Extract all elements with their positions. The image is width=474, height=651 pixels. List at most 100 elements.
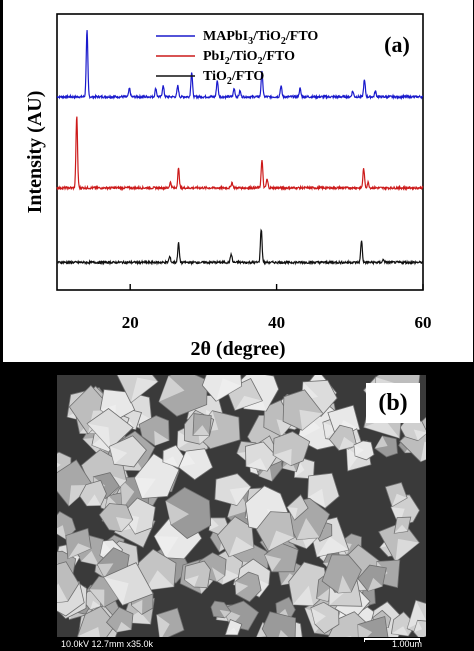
crystal-facet	[178, 451, 196, 468]
legend: MAPbI3/TiO2/FTO PbI2/TiO2/FTO TiO2/FTO	[156, 29, 318, 87]
crystal-facet	[131, 599, 143, 615]
crystal-facet	[57, 583, 68, 603]
crystal-facet	[264, 554, 282, 572]
crystal-grain	[353, 440, 375, 461]
legend-label-1: PbI2/TiO2/FTO	[203, 49, 295, 67]
x-tick-label-0: 20	[122, 313, 139, 332]
sem-micrograph-image	[57, 375, 426, 637]
crystal-facet	[357, 624, 373, 637]
legend-label-2: TiO2/FTO	[203, 69, 264, 87]
crystal-facet	[165, 501, 189, 525]
crystal-facet	[316, 588, 330, 602]
crystal-facet	[346, 447, 359, 471]
crystal-facet	[367, 577, 383, 592]
crystal-facet	[394, 524, 408, 534]
xrd-chart-panel: 20 40 60 Intensity (AU) 2θ (degree) MAPbI3…	[3, 0, 473, 362]
crystal-facet	[103, 577, 129, 606]
series-line-2	[56, 228, 424, 266]
crystal-facet	[392, 493, 408, 507]
crystal-facet	[156, 614, 170, 637]
crystal-facet	[209, 517, 219, 531]
crystal-facet	[234, 395, 263, 411]
xrd-chart: 20 40 60 Intensity (AU) 2θ (degree) MAPbI3…	[24, 13, 432, 360]
legend-label-0: MAPbI3/TiO2/FTO	[203, 29, 318, 47]
crystal-facet	[120, 478, 135, 510]
crystal-facet	[154, 430, 170, 446]
crystal-facet	[99, 541, 112, 556]
crystal-facet	[222, 569, 241, 585]
crystal-facet	[225, 627, 238, 635]
crystal-facet	[67, 543, 92, 559]
crystal-facet	[57, 525, 67, 540]
crystal-facet	[413, 429, 426, 441]
x-tick-label-2: 60	[415, 313, 432, 332]
series-line-0	[56, 30, 424, 101]
crystal-facet	[134, 477, 156, 499]
y-axis-title: Intensity (AU)	[24, 91, 46, 214]
crystal-facet	[211, 567, 225, 582]
crystal-facet	[162, 456, 179, 468]
crystal-facet	[116, 517, 133, 532]
crystal-facet	[81, 550, 99, 566]
crystal-facet	[338, 436, 357, 451]
crystal-facet	[219, 609, 231, 618]
crystal-facet	[268, 530, 295, 551]
crystal-grain	[261, 611, 297, 637]
crystal-grain	[192, 413, 212, 436]
crystal-grain	[224, 618, 243, 636]
plot-frame	[56, 13, 424, 291]
crystal-facet	[245, 458, 268, 472]
crystal-facet	[86, 494, 101, 506]
sem-acquisition-info: 10.0kV 12.7mm x35.0k	[61, 639, 154, 649]
crystal-grain	[86, 408, 134, 450]
crystal-facet	[97, 563, 114, 578]
crystal-facet	[89, 589, 105, 608]
crystal-grain	[165, 486, 212, 539]
crystal-facet	[310, 607, 326, 625]
crystal-facet	[316, 536, 349, 557]
panel-a-label-box	[375, 28, 419, 60]
scale-bar-label: 1.00um	[391, 639, 422, 649]
crystal-facet	[287, 507, 298, 521]
crystal-facet	[154, 536, 179, 558]
crystal-facet	[256, 622, 267, 637]
crystal-facet	[296, 518, 320, 540]
crystal-grain	[57, 459, 94, 507]
crystal-facet	[338, 575, 352, 593]
crystal-facet	[322, 422, 339, 439]
crystal-facet	[395, 538, 420, 562]
crystal-facet	[299, 409, 323, 431]
crystal-facet	[346, 636, 352, 637]
sem-micrograph-panel: (b) 10.0kV 12.7mm x35.0k 1.00um	[57, 375, 426, 651]
x-tick-label-1: 40	[268, 313, 285, 332]
panel-b-label: (b)	[366, 383, 420, 423]
crystal-grain	[79, 479, 107, 507]
crystal-facet	[278, 629, 289, 637]
x-axis-title: 2θ (degree)	[190, 338, 285, 360]
panel-a-label: (a)	[384, 32, 410, 57]
crystal-facet	[90, 600, 101, 610]
crystal-facet	[273, 448, 292, 466]
crystal-facet	[420, 441, 426, 462]
crystal-facet	[77, 627, 100, 637]
crystal-facet	[57, 462, 61, 468]
crystal-facet	[193, 425, 210, 436]
crystal-facet	[229, 486, 251, 506]
crystal-facet	[184, 575, 199, 587]
crystal-facet	[354, 444, 364, 456]
crystal-facet	[130, 377, 158, 403]
crystal-facet	[307, 488, 326, 509]
crystal-facet	[116, 621, 132, 633]
crystal-facet	[282, 460, 297, 472]
crystal-facet	[391, 507, 405, 526]
crystal-facet	[413, 620, 423, 633]
crystal-grain	[310, 601, 340, 635]
crystal-facet	[391, 626, 409, 636]
series-line-1	[56, 116, 424, 192]
crystal-facet	[363, 419, 400, 439]
crystal-facet	[158, 375, 185, 402]
crystal-facet	[87, 423, 111, 450]
scale-bar	[364, 638, 420, 642]
crystal-facet	[292, 585, 314, 606]
crystal-facet	[145, 570, 174, 591]
